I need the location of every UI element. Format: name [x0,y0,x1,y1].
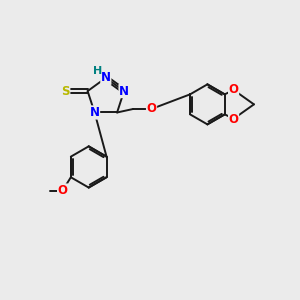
Text: S: S [61,85,70,98]
Text: O: O [229,83,238,96]
Text: N: N [101,71,111,84]
Text: H: H [93,66,102,76]
Text: N: N [119,85,129,98]
Text: O: O [58,184,68,197]
Text: O: O [146,103,157,116]
Text: O: O [229,113,238,126]
Text: N: N [90,106,100,119]
